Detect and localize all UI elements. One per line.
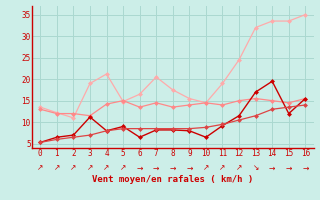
Text: ↗: ↗ <box>236 163 242 172</box>
Text: ↗: ↗ <box>37 163 44 172</box>
Text: →: → <box>153 163 159 172</box>
Text: →: → <box>285 163 292 172</box>
Text: ↘: ↘ <box>252 163 259 172</box>
Text: ↗: ↗ <box>103 163 110 172</box>
Text: →: → <box>186 163 193 172</box>
Text: ↗: ↗ <box>70 163 76 172</box>
X-axis label: Vent moyen/en rafales ( km/h ): Vent moyen/en rafales ( km/h ) <box>92 175 253 184</box>
Text: →: → <box>170 163 176 172</box>
Text: ↗: ↗ <box>219 163 226 172</box>
Text: ↗: ↗ <box>54 163 60 172</box>
Text: ↗: ↗ <box>120 163 126 172</box>
Text: →: → <box>302 163 308 172</box>
Text: ↗: ↗ <box>87 163 93 172</box>
Text: →: → <box>269 163 276 172</box>
Text: →: → <box>137 163 143 172</box>
Text: ↗: ↗ <box>203 163 209 172</box>
